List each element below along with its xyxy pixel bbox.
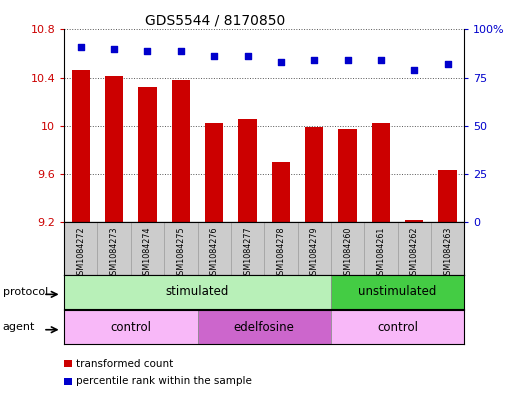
Text: GDS5544 / 8170850: GDS5544 / 8170850 [145, 14, 286, 28]
Point [277, 59, 285, 65]
Bar [439, 170, 457, 222]
Text: GSM1084274: GSM1084274 [143, 226, 152, 280]
Text: GSM1084272: GSM1084272 [76, 226, 85, 280]
Text: GSM1084262: GSM1084262 [410, 226, 419, 280]
Text: GSM1084273: GSM1084273 [110, 226, 119, 280]
Text: GSM1084275: GSM1084275 [176, 226, 185, 280]
Bar [64, 310, 198, 344]
Point [443, 61, 451, 67]
Text: GSM1084261: GSM1084261 [377, 226, 385, 280]
Point [176, 48, 185, 54]
Bar [305, 127, 323, 222]
Bar [372, 123, 390, 222]
Text: control: control [377, 321, 418, 334]
Bar [272, 162, 290, 222]
Bar [331, 310, 464, 344]
Text: GSM1084279: GSM1084279 [310, 226, 319, 280]
Text: GSM1084278: GSM1084278 [277, 226, 285, 280]
Text: GSM1084277: GSM1084277 [243, 226, 252, 280]
Bar [172, 80, 190, 222]
Text: stimulated: stimulated [166, 285, 229, 298]
Point [377, 57, 385, 63]
Bar [405, 220, 423, 222]
Point [76, 44, 85, 50]
Text: GSM1084260: GSM1084260 [343, 226, 352, 280]
Text: unstimulated: unstimulated [359, 285, 437, 298]
Text: protocol: protocol [3, 287, 48, 297]
Point [410, 67, 418, 73]
Bar [339, 129, 357, 222]
Text: GSM1084263: GSM1084263 [443, 226, 452, 280]
Point [310, 57, 318, 63]
Point [210, 53, 218, 60]
Text: control: control [110, 321, 151, 334]
Bar [239, 119, 256, 222]
Point [243, 53, 251, 60]
Text: GSM1084276: GSM1084276 [210, 226, 219, 280]
Bar [205, 123, 223, 222]
Text: transformed count: transformed count [76, 358, 173, 369]
Point [343, 57, 351, 63]
Bar [72, 70, 90, 222]
Bar [64, 275, 331, 309]
Bar [331, 275, 464, 309]
Bar [105, 76, 123, 222]
Point [110, 46, 118, 52]
Text: agent: agent [3, 322, 35, 332]
Point [143, 48, 151, 54]
Text: edelfosine: edelfosine [234, 321, 294, 334]
Text: percentile rank within the sample: percentile rank within the sample [76, 376, 252, 386]
Bar [139, 87, 156, 222]
Bar [198, 310, 331, 344]
